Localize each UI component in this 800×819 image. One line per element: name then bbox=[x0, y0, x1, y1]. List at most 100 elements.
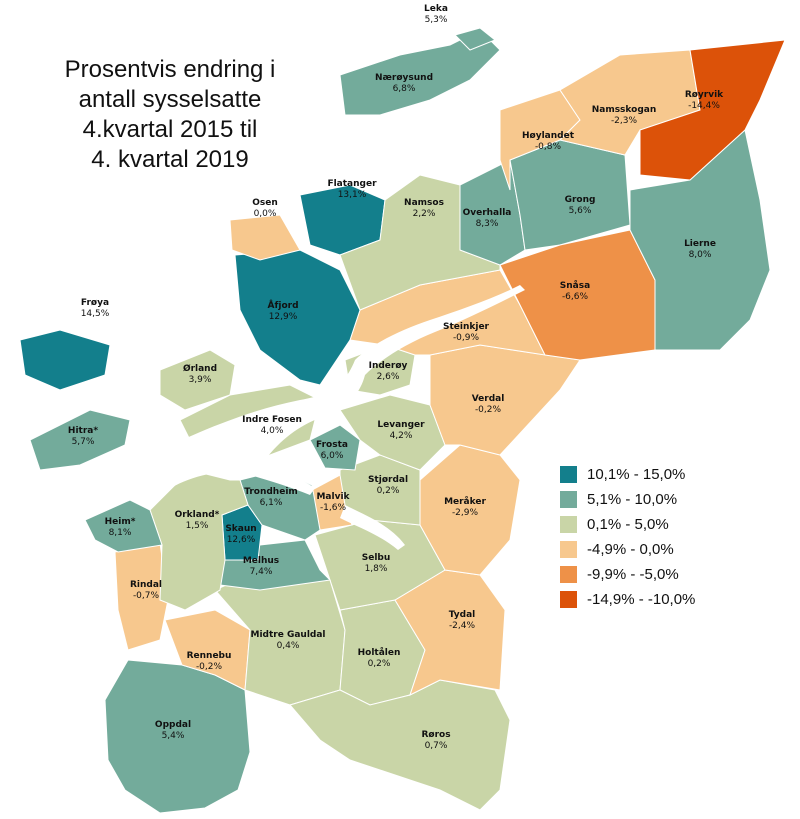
municipality-name: Verdal bbox=[472, 394, 505, 404]
legend-item: -4,9% - 0,0% bbox=[560, 537, 695, 562]
municipality-value: 5,3% bbox=[425, 15, 448, 25]
municipality-name: Meråker bbox=[444, 496, 486, 507]
municipality-value: 0,2% bbox=[377, 486, 400, 496]
municipality-value: 4,2% bbox=[390, 431, 413, 441]
municipality-name: Rindal bbox=[130, 580, 162, 590]
legend-swatch bbox=[560, 491, 577, 508]
municipality-name: Snåsa bbox=[560, 280, 590, 291]
municipality-value: 0,7% bbox=[425, 741, 448, 751]
municipality-value: -2,4% bbox=[449, 621, 476, 631]
region-roros bbox=[289, 679, 511, 811]
legend-label: 10,1% - 15,0% bbox=[587, 466, 686, 483]
legend-item: 5,1% - 10,0% bbox=[560, 487, 695, 512]
municipality-name: Osen bbox=[252, 198, 278, 208]
municipality-value: 12,6% bbox=[227, 535, 256, 545]
municipality-value: 3,9% bbox=[189, 375, 212, 385]
municipality-value: 0,0% bbox=[254, 209, 277, 219]
legend-item: 0,1% - 5,0% bbox=[560, 512, 695, 537]
municipality-name: Rennebu bbox=[187, 651, 232, 661]
municipality-name: Hitra* bbox=[68, 426, 98, 436]
legend-swatch bbox=[560, 591, 577, 608]
municipality-name: Høylandet bbox=[522, 131, 575, 141]
municipality-value: -2,3% bbox=[611, 116, 638, 126]
municipality-name: Frosta bbox=[316, 440, 348, 450]
region-hitra bbox=[29, 409, 131, 471]
legend-label: 0,1% - 5,0% bbox=[587, 516, 669, 533]
legend-swatch bbox=[560, 566, 577, 583]
region-royrvik bbox=[639, 39, 786, 181]
municipality-value: 8,3% bbox=[476, 219, 499, 229]
region-heim bbox=[84, 499, 163, 553]
municipality-value: -6,6% bbox=[562, 292, 589, 302]
municipality-name: Åfjord bbox=[267, 300, 298, 311]
municipality-value: 1,8% bbox=[365, 564, 388, 574]
municipality-value: 6,1% bbox=[260, 498, 283, 508]
municipality-value: 2,2% bbox=[413, 209, 436, 219]
legend-swatch bbox=[560, 516, 577, 533]
municipality-name: Skaun bbox=[225, 524, 256, 534]
municipality-name: Trondheim bbox=[244, 487, 298, 497]
region-verdal bbox=[429, 344, 581, 456]
legend-item: 10,1% - 15,0% bbox=[560, 462, 695, 487]
title-line-3: 4.kvartal 2015 til bbox=[82, 116, 258, 143]
municipality-name: Frøya bbox=[81, 298, 109, 308]
municipality-name: Holtålen bbox=[358, 647, 401, 658]
municipality-name: Steinkjer bbox=[443, 322, 490, 332]
municipality-name: Grong bbox=[565, 195, 596, 205]
municipality-value: 0,2% bbox=[368, 659, 391, 669]
legend-label: -4,9% - 0,0% bbox=[587, 541, 674, 558]
region-naeroysund bbox=[339, 29, 501, 116]
municipality-value: 2,6% bbox=[377, 372, 400, 382]
legend-swatch bbox=[560, 466, 577, 483]
municipality-name: Ørland bbox=[183, 363, 217, 374]
municipality-value: -0,2% bbox=[196, 662, 223, 672]
municipality-value: 5,6% bbox=[569, 206, 592, 216]
municipality-value: 6,0% bbox=[321, 451, 344, 461]
municipality-value: -0,2% bbox=[475, 405, 502, 415]
municipality-value: 12,9% bbox=[269, 312, 298, 322]
region-oppdal bbox=[104, 659, 251, 814]
municipality-name: Malvik bbox=[316, 492, 350, 502]
region-froya bbox=[19, 329, 111, 391]
municipality-name: Tydal bbox=[449, 610, 476, 620]
municipality-value: 8,1% bbox=[109, 528, 132, 538]
municipality-value: 5,7% bbox=[72, 437, 95, 447]
region-levanger bbox=[339, 394, 446, 471]
municipality-value: -2,9% bbox=[452, 508, 479, 518]
municipality-name: Nærøysund bbox=[375, 73, 433, 83]
municipality-value: 8,0% bbox=[689, 250, 712, 260]
region-osen bbox=[229, 214, 301, 261]
municipality-value: 7,4% bbox=[250, 567, 273, 577]
title-line-2: antall sysselsatte bbox=[78, 86, 262, 113]
municipality-value: -0,7% bbox=[133, 591, 160, 601]
municipality-name: Lierne bbox=[684, 239, 716, 249]
map-legend: 10,1% - 15,0% 5,1% - 10,0% 0,1% - 5,0% -… bbox=[560, 462, 695, 612]
legend-label: -14,9% - -10,0% bbox=[587, 591, 696, 608]
municipality-value: 6,8% bbox=[393, 84, 416, 94]
municipality-name: Melhus bbox=[243, 556, 279, 566]
municipality-name: Namsos bbox=[404, 198, 444, 208]
legend-item: -9,9% - -5,0% bbox=[560, 562, 695, 587]
municipality-name: Orkland* bbox=[175, 510, 220, 520]
municipality-value: -14,4% bbox=[688, 101, 720, 111]
municipality-value: -1,6% bbox=[320, 503, 347, 513]
municipality-name: Levanger bbox=[377, 420, 425, 430]
municipality-name: Selbu bbox=[362, 553, 391, 563]
municipality-value: 14,5% bbox=[81, 309, 110, 319]
title-line-4: 4. kvartal 2019 bbox=[91, 146, 249, 173]
municipality-value: 13,1% bbox=[338, 190, 367, 200]
region-frosta bbox=[309, 424, 361, 471]
municipality-regions bbox=[19, 27, 786, 814]
municipality-value: 5,4% bbox=[162, 731, 185, 741]
municipality-name: Midtre Gauldal bbox=[250, 630, 325, 640]
region-afjord bbox=[234, 249, 361, 386]
municipality-name: Indre Fosen bbox=[242, 415, 302, 425]
region-leka bbox=[454, 27, 496, 51]
municipality-value: -0,8% bbox=[535, 142, 562, 152]
municipality-value: 4,0% bbox=[261, 426, 284, 436]
municipality-name: Heim* bbox=[105, 517, 136, 527]
municipality-name: Overhalla bbox=[463, 208, 512, 218]
legend-item: -14,9% - -10,0% bbox=[560, 587, 695, 612]
municipality-name: Flatanger bbox=[327, 179, 377, 189]
municipality-value: -0,9% bbox=[453, 333, 480, 343]
